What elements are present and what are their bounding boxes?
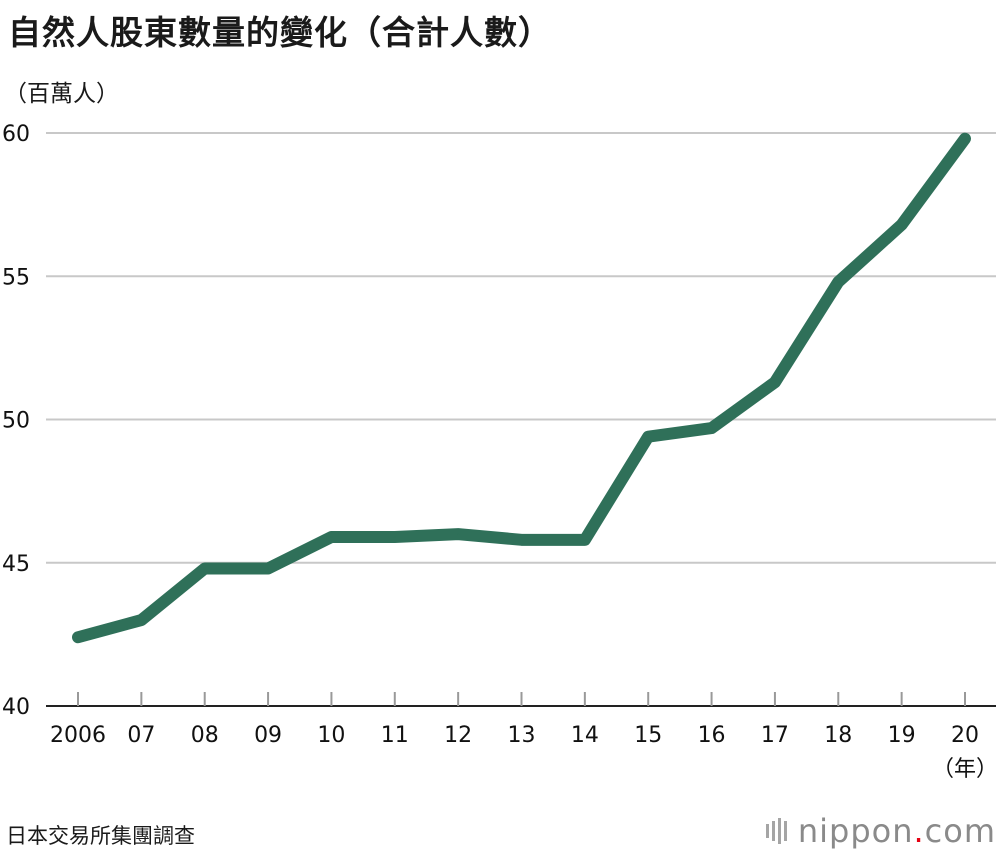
x-tick-label-18: 18: [824, 723, 852, 748]
x-tick-label-14: 14: [571, 723, 599, 748]
y-axis-unit-label: （百萬人）: [4, 81, 119, 107]
x-axis: 2006 07 08 09 10 11 12 13 14 15 16 17 18 19 20: [46, 692, 996, 748]
data-point-20: [964, 137, 966, 140]
brand-name: nippon: [797, 812, 914, 850]
x-tick-label-09: 09: [254, 723, 282, 748]
x-tick-label-15: 15: [634, 723, 662, 748]
data-point-18: [837, 280, 840, 283]
x-tick-label-2006: 2006: [50, 723, 106, 748]
y-tick-label-50: 50: [2, 409, 30, 434]
data-point-15: [647, 435, 650, 438]
brand-dot: .: [913, 812, 925, 850]
x-tick-label-11: 11: [381, 723, 409, 748]
x-tick-label-20: 20: [951, 723, 979, 748]
gridlines: [46, 132, 996, 564]
x-tick-label-07: 07: [127, 723, 155, 748]
x-tick-label-17: 17: [761, 723, 789, 748]
data-point-13: [520, 538, 523, 541]
data-point-17: [773, 381, 776, 384]
data-point-16: [710, 427, 713, 430]
data-point-07: [140, 619, 143, 622]
y-tick-label-55: 55: [2, 265, 30, 290]
y-tick-label-60: 60: [2, 122, 30, 147]
x-axis-unit-label: （年）: [932, 757, 998, 782]
x-tick-label-19: 19: [888, 723, 916, 748]
data-series: [72, 132, 971, 644]
data-point-09: [267, 567, 270, 570]
x-tick-label-10: 10: [317, 723, 345, 748]
logo-bars-icon: [765, 818, 790, 844]
source-note: 日本交易所集團調查: [6, 824, 195, 848]
data-point-2006: [77, 636, 79, 639]
nippon-logo: nippon. com: [765, 812, 996, 850]
x-tick-label-16: 16: [698, 723, 726, 748]
y-axis-ticks: 40 45 50 55 60: [2, 122, 30, 720]
x-tick-label-08: 08: [191, 723, 219, 748]
data-point-10: [330, 535, 333, 538]
data-point-19: [900, 223, 903, 226]
data-point-11: [393, 535, 396, 538]
data-point-14: [583, 538, 586, 541]
y-tick-label-45: 45: [2, 552, 30, 577]
data-point-12: [457, 533, 460, 536]
x-tick-label-12: 12: [444, 723, 472, 748]
y-tick-label-40: 40: [2, 695, 30, 720]
data-point-08: [203, 567, 206, 570]
x-tick-label-13: 13: [508, 723, 536, 748]
chart-title: 自然人股東數量的變化（合計人數）: [8, 13, 552, 52]
brand-tld: com: [924, 812, 996, 850]
